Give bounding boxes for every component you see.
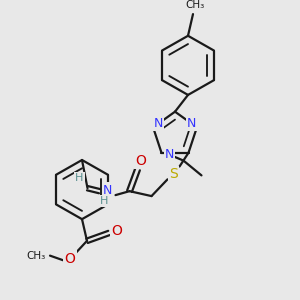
Text: N: N (103, 184, 112, 197)
Text: O: O (64, 252, 75, 266)
Text: CH₃: CH₃ (26, 250, 46, 261)
Text: N: N (165, 148, 174, 161)
Text: CH₃: CH₃ (185, 0, 205, 10)
Text: O: O (112, 224, 122, 238)
Text: S: S (169, 167, 178, 182)
Text: H: H (100, 196, 109, 206)
Text: N: N (187, 117, 196, 130)
Text: O: O (135, 154, 146, 168)
Text: N: N (153, 117, 163, 130)
Text: H: H (75, 173, 84, 183)
